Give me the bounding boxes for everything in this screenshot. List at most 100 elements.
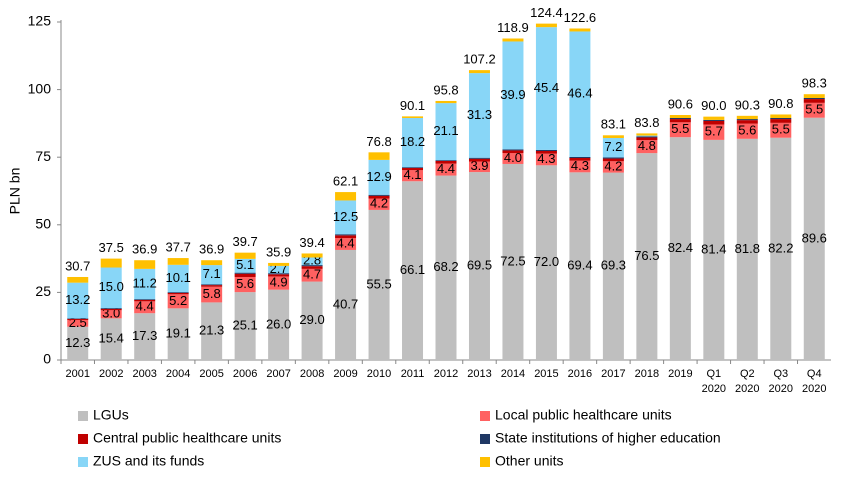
bar-segment [335, 200, 357, 235]
bar-segment [167, 308, 189, 360]
total-label: 35.9 [266, 244, 291, 259]
legend-swatch [480, 457, 490, 467]
value-label: 11.2 [133, 275, 157, 290]
value-label: 82.2 [768, 240, 793, 255]
value-label: 4.4 [337, 235, 355, 250]
value-label: 76.5 [634, 248, 659, 263]
bar-segment [803, 97, 825, 100]
bar-segment [602, 161, 624, 173]
bar-segment [636, 133, 658, 136]
bar-segment [100, 318, 122, 360]
bar-segment [770, 137, 792, 360]
value-label: 4.7 [303, 267, 321, 282]
bar-segment [134, 299, 156, 300]
total-label: 107.2 [463, 52, 496, 67]
value-label: 5.6 [738, 123, 756, 138]
value-label: 13.2 [65, 292, 90, 307]
bar-segment [134, 268, 156, 300]
x-tick-label: 2018 [635, 368, 659, 380]
bar-segment [134, 301, 156, 314]
x-tick-label: 2015 [534, 368, 558, 380]
bar-segment [368, 152, 390, 160]
value-label: 39.9 [500, 87, 525, 102]
value-label: 81.4 [701, 241, 726, 256]
bar-segment [234, 272, 256, 274]
bar-segment [368, 209, 390, 360]
bar-segment [402, 170, 424, 182]
total-label: 36.9 [199, 242, 224, 257]
bar-segment [435, 163, 457, 176]
bar-segment [602, 138, 624, 158]
total-label: 37.7 [166, 239, 191, 254]
bar-segment [201, 260, 223, 266]
bar-segment [167, 258, 189, 265]
bar-segment [669, 119, 691, 123]
bar-segment [201, 302, 223, 360]
value-label: 5.6 [236, 276, 254, 291]
bar-segment [636, 140, 658, 154]
value-label: 4.0 [504, 150, 522, 165]
legend-label: Local public healthcare units [495, 407, 672, 423]
value-label: 82.4 [668, 240, 693, 255]
bar-segment [134, 260, 156, 269]
bar-segment [67, 326, 89, 360]
value-label: 4.3 [537, 151, 555, 166]
bar-segment [234, 276, 256, 293]
bar-segment [770, 117, 792, 120]
bar-segment [468, 70, 490, 74]
value-label: 4.3 [571, 158, 589, 173]
bar-segment [803, 117, 825, 360]
value-label: 69.3 [601, 258, 626, 273]
bar-segment [100, 310, 122, 319]
bar-segment [100, 258, 122, 268]
bar-segment [268, 262, 290, 266]
value-label: 18.2 [400, 134, 425, 149]
value-label: 21.3 [199, 323, 224, 338]
y-tick-label: 125 [28, 13, 52, 29]
bar-segment [100, 308, 122, 311]
bar-segment [535, 23, 557, 28]
bar-segment [402, 117, 424, 168]
bar-segment [703, 119, 725, 121]
x-tick-label: 2013 [467, 368, 491, 380]
x-tick-label: 2008 [300, 368, 324, 380]
total-label: 83.8 [634, 115, 659, 130]
bar-segment [268, 265, 290, 274]
value-label: 12.3 [65, 335, 90, 350]
bar-segment [201, 285, 223, 287]
bar-segment [703, 139, 725, 360]
bar-segment [201, 286, 223, 303]
total-label: 39.7 [232, 234, 257, 249]
legend-swatch [78, 434, 88, 444]
bar-segment [736, 138, 758, 360]
legend-label: Other units [495, 453, 563, 469]
value-label: 5.1 [236, 257, 254, 272]
bar-segment [435, 160, 457, 164]
value-label: 89.6 [802, 230, 827, 245]
bar-segment [167, 292, 189, 293]
bar-segment [100, 308, 122, 309]
bar-segment [535, 165, 557, 360]
value-label: 5.7 [705, 124, 723, 139]
bar-segment [468, 158, 490, 162]
bar-segment [301, 253, 323, 258]
value-label: 17.3 [132, 328, 157, 343]
bar-segment [67, 319, 89, 327]
x-tick-label: Q3 2020 [769, 368, 793, 395]
bar-segment [803, 102, 825, 118]
value-label: 12.9 [366, 169, 391, 184]
x-tick-label: 2017 [601, 368, 625, 380]
x-tick-label: 2006 [233, 368, 257, 380]
bar-segment [803, 94, 825, 98]
bar-segment [167, 292, 189, 295]
bar-segment [669, 122, 691, 138]
bar-segment [502, 38, 524, 42]
bar-segment [268, 289, 290, 360]
bar-segment [67, 318, 89, 320]
bar-segment [301, 257, 323, 266]
bar-segment [502, 153, 524, 164]
value-label: 29.0 [299, 312, 324, 327]
bar-segment [167, 294, 189, 309]
x-tick-label: 2012 [434, 368, 458, 380]
